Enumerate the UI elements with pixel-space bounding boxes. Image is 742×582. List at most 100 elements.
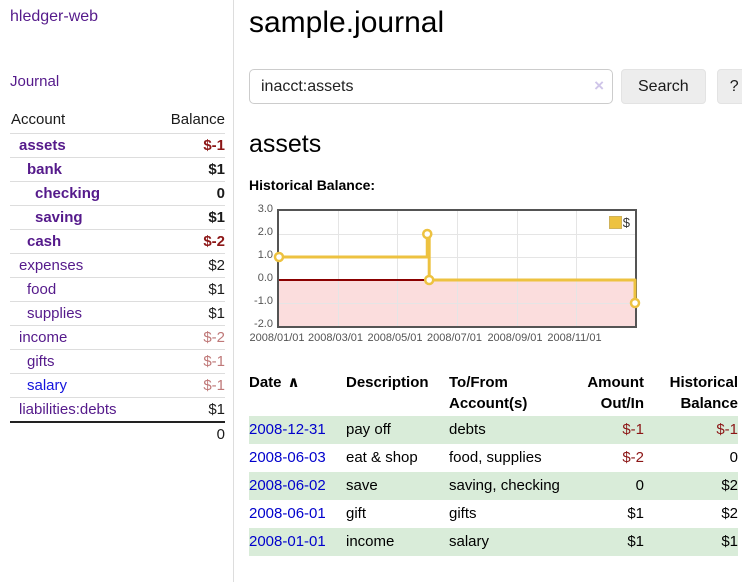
account-link[interactable]: checking (35, 185, 101, 202)
sidebar: hledger-web Journal Account Balance asse… (0, 0, 234, 582)
main-content: sample.journal × Search ? assets Histori… (234, 0, 742, 582)
account-link[interactable]: gifts (27, 353, 55, 370)
data-point-marker (629, 297, 641, 309)
v-gridline (337, 211, 339, 326)
search-input[interactable] (249, 69, 613, 104)
account-row: liabilities:debts $1 (10, 397, 225, 422)
account-row: supplies $1 (10, 301, 225, 326)
account-row: salary $-1 (10, 373, 225, 398)
register-header-account: To/From Account(s) (449, 374, 528, 412)
register-row: 2008-06-03 eat & shop food, supplies $-2 0 (249, 444, 738, 472)
account-link[interactable]: cash (27, 233, 62, 250)
register-header-balance: Historical Balance (669, 374, 738, 412)
account-row: gifts $-1 (10, 349, 225, 374)
transaction-description: gift (346, 505, 367, 522)
account-link[interactable]: liabilities:debts (19, 401, 117, 418)
x-axis-tick-label: 2008/05/01 (367, 332, 423, 344)
transaction-amount: $1 (564, 528, 646, 556)
account-row: food $1 (10, 277, 225, 302)
search-button[interactable]: Search (621, 69, 706, 104)
y-axis-tick-label: 0.0 (257, 272, 273, 284)
register-header-amount: Amount Out/In (587, 374, 644, 412)
transaction-balance: $2 (721, 505, 738, 522)
x-axis-tick-label: 2008/11/01 (547, 332, 602, 344)
v-gridline (516, 211, 518, 326)
account-link[interactable]: assets (19, 137, 66, 154)
account-row: cash $-2 (10, 229, 225, 254)
account-link[interactable]: saving (35, 209, 83, 226)
transaction-date-link[interactable]: 2008-06-01 (249, 505, 326, 522)
account-row: assets $-1 (10, 133, 225, 158)
transaction-balance: $-1 (646, 416, 738, 444)
transaction-date-link[interactable]: 2008-12-31 (249, 421, 326, 438)
accounts-total-value: 0 (151, 421, 225, 446)
account-link[interactable]: bank (27, 161, 63, 178)
sort-ascending-icon: ∧ (287, 374, 300, 391)
account-balance: $2 (151, 253, 225, 278)
transaction-accounts: saving, checking (449, 472, 564, 500)
account-balance: $1 (151, 277, 225, 302)
data-point-marker (422, 228, 433, 240)
account-row: income $-2 (10, 325, 225, 350)
transaction-description: income (346, 528, 449, 556)
transaction-accounts: salary (449, 528, 564, 556)
transaction-balance: 0 (729, 449, 738, 466)
transaction-date-link[interactable]: 2008-06-03 (249, 449, 326, 466)
account-balance: $-1 (151, 133, 225, 158)
v-gridline (576, 211, 578, 326)
sidebar-item-journal[interactable]: Journal (10, 73, 60, 90)
account-row: saving $1 (10, 205, 225, 230)
register-row: 2008-01-01 income salary $1 $1 (249, 528, 738, 556)
account-heading: assets (249, 130, 322, 158)
historical-balance-chart: $ 3.0 2.0 1.0 0.0 -1.0 -2.0 2008/01/01 2008/03/… (249, 202, 649, 344)
transaction-accounts: debts (449, 416, 564, 444)
x-axis-tick-label: 2008/03/01 (307, 332, 364, 344)
account-balance: $1 (151, 157, 225, 182)
account-balance: $1 (151, 301, 225, 326)
transaction-date-link[interactable]: 2008-01-01 (249, 533, 326, 550)
transaction-amount: $-1 (564, 416, 646, 444)
search-form: × Search ? (249, 69, 742, 104)
transaction-accounts: food, supplies (449, 449, 542, 466)
accounts-table: Account Balance assets $-1 bank $1 checking 0… (10, 108, 225, 446)
transaction-date-link[interactable]: 2008-06-02 (249, 477, 326, 494)
account-link[interactable]: food (27, 281, 57, 298)
chart-heading: Historical Balance: (249, 177, 376, 193)
register-header-description: Description (346, 374, 429, 391)
help-button[interactable]: ? (716, 69, 742, 104)
y-axis-tick-label: 1.0 (257, 249, 273, 261)
data-point-marker (423, 274, 435, 286)
account-balance: $-2 (151, 229, 225, 254)
y-axis-tick-label: 3.0 (257, 203, 273, 215)
v-gridline (456, 211, 458, 326)
y-axis-tick-label: 2.0 (257, 226, 273, 238)
transaction-amount: $-2 (622, 449, 644, 466)
register-header-date[interactable]: Date ∧ (249, 374, 300, 391)
y-axis-tick-label: -2.0 (254, 318, 273, 330)
data-point-marker (273, 251, 285, 263)
accounts-total-row: 0 (10, 421, 225, 446)
account-balance: $-1 (151, 349, 225, 374)
app-title-link[interactable]: hledger-web (10, 8, 99, 25)
account-link[interactable]: supplies (27, 305, 83, 322)
transaction-amount: 0 (564, 472, 646, 500)
transaction-description: save (346, 472, 449, 500)
register-table: Date ∧ Description To/From Account(s) Amo… (249, 370, 738, 556)
account-link[interactable]: expenses (19, 257, 84, 274)
account-link[interactable]: income (19, 329, 68, 346)
legend-swatch-icon (608, 216, 622, 229)
legend-label: $ (622, 215, 630, 230)
account-row: expenses $2 (10, 253, 225, 278)
transaction-balance: $1 (646, 528, 738, 556)
clear-search-icon[interactable]: × (594, 76, 604, 95)
account-balance: 0 (151, 181, 225, 206)
accounts-header-account: Account (11, 111, 66, 128)
account-row: bank $1 (10, 157, 225, 182)
balance-line-series (273, 228, 641, 309)
account-balance: $1 (151, 397, 225, 422)
accounts-header-balance: Balance (170, 111, 225, 128)
transaction-accounts: gifts (449, 505, 477, 522)
y-axis-tick-label: -1.0 (254, 295, 273, 307)
account-link[interactable]: salary (27, 377, 68, 394)
